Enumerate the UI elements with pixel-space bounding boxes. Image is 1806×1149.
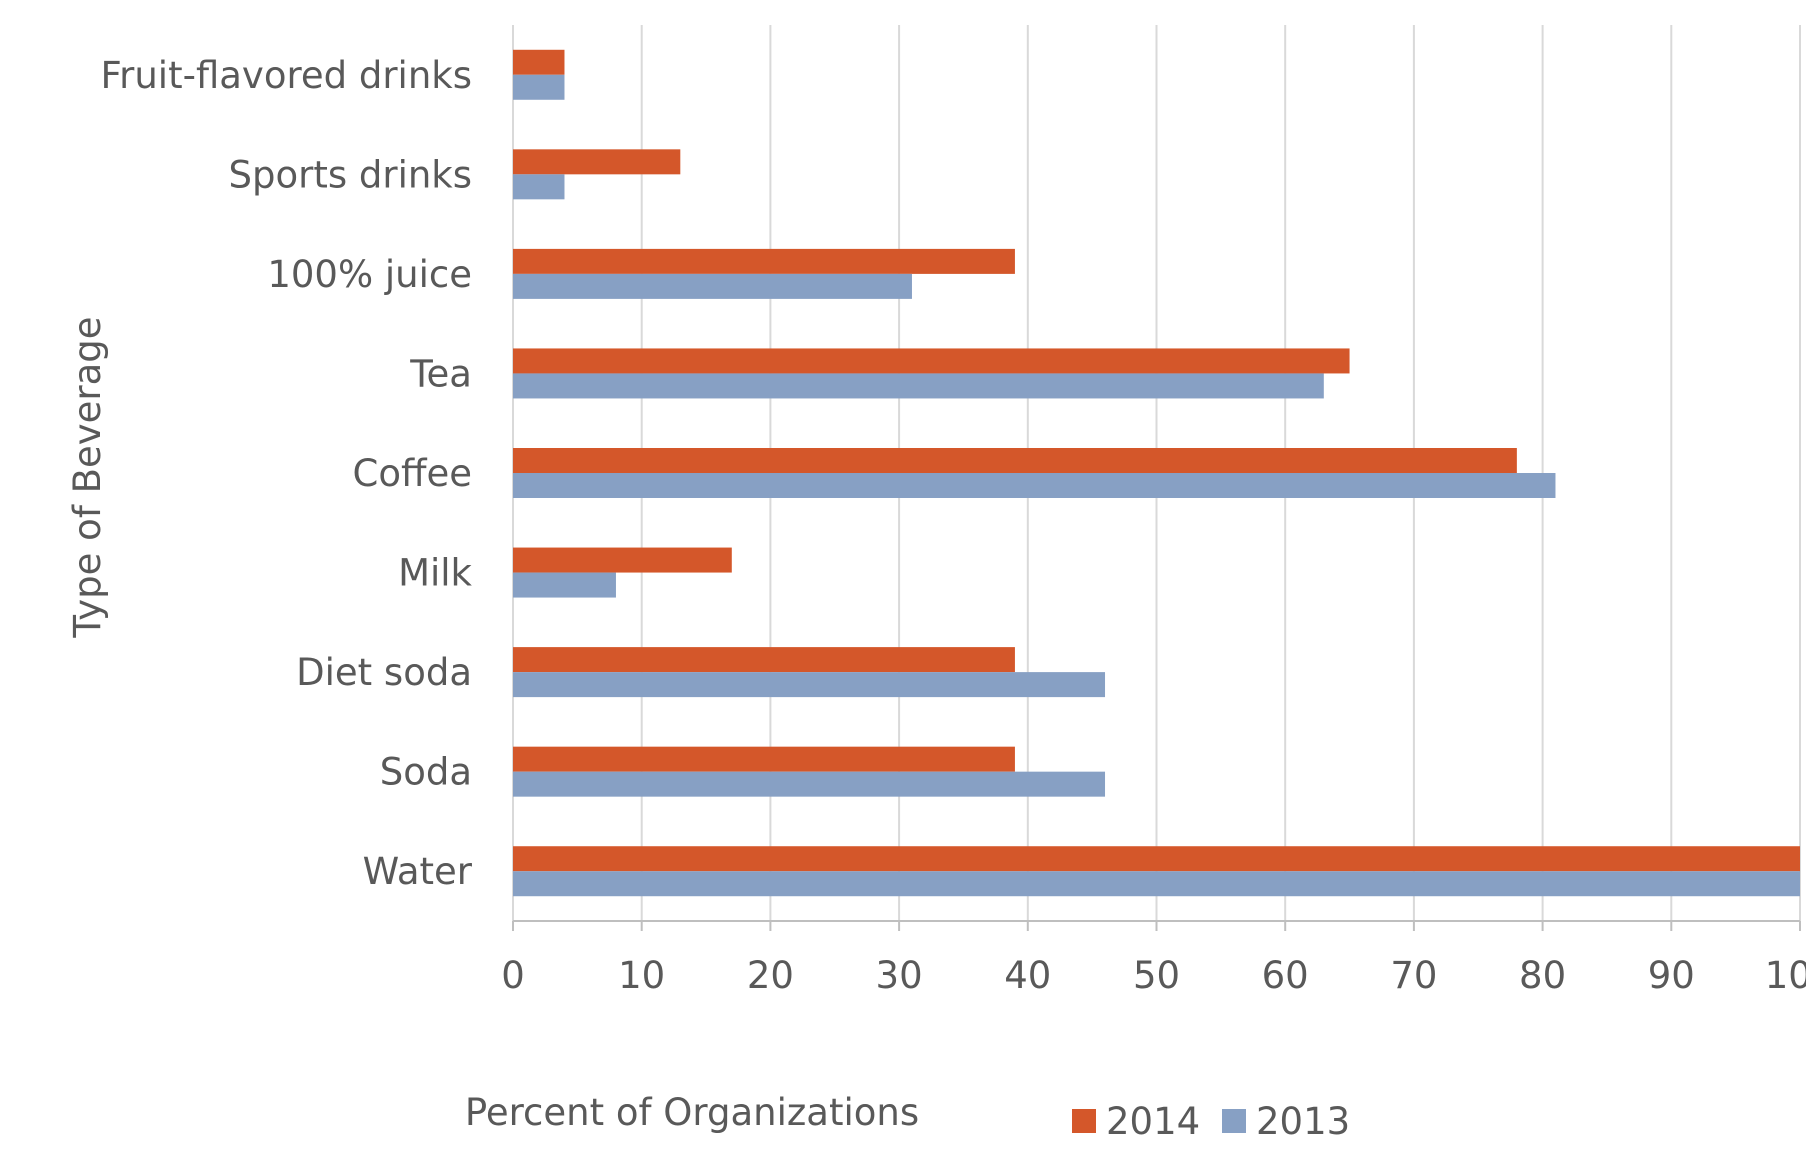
category-label: Milk (398, 552, 472, 595)
bar-2013 (513, 273, 912, 299)
axes (512, 920, 1801, 931)
category-label: Coffee (353, 452, 473, 495)
x-tick-label: 100 (1765, 954, 1806, 997)
bar-2014 (513, 846, 1800, 872)
category-label: Sports drinks (229, 153, 473, 196)
x-tick-label: 70 (1390, 954, 1437, 997)
bar-2014 (513, 448, 1517, 473)
x-tick-label: 30 (876, 954, 923, 997)
x-tick-label: 80 (1519, 954, 1566, 997)
category-labels: Water Soda Diet soda Milk Coffee Tea 100% juic… (101, 54, 473, 893)
bar-2013 (513, 771, 1106, 797)
x-tick-label: 0 (501, 954, 525, 997)
bar-2013 (513, 473, 1556, 498)
bar-2014 (513, 348, 1350, 374)
x-tick-labels: 0 10 20 30 40 50 60 70 80 90 100 (501, 954, 1806, 997)
category-label: Water (363, 850, 473, 893)
x-tick-label: 60 (1262, 954, 1309, 997)
bar-2014 (513, 49, 565, 75)
x-tick-label: 10 (618, 954, 665, 997)
bar-2013 (513, 373, 1324, 399)
x-tick-label: 90 (1648, 954, 1695, 997)
bar-2013 (513, 572, 616, 598)
bar-2013 (513, 74, 565, 100)
legend-swatch-2014 (1072, 1109, 1096, 1133)
legend-label-2014: 2014 (1106, 1100, 1200, 1143)
x-tick-label: 40 (1004, 954, 1051, 997)
x-tick-label: 20 (747, 954, 794, 997)
x-axis-title: Percent of Organizations (465, 1091, 919, 1134)
bar-2013 (513, 672, 1106, 698)
bar-2014 (513, 149, 681, 175)
category-label: Soda (380, 751, 472, 794)
category-label: Fruit-flavored drinks (101, 54, 472, 97)
category-label: Diet soda (296, 651, 472, 694)
x-tick-label: 50 (1133, 954, 1180, 997)
category-label: Tea (409, 352, 472, 395)
legend-label-2013: 2013 (1256, 1100, 1350, 1143)
legend-swatch-2013 (1222, 1109, 1246, 1133)
bar-2013 (513, 871, 1800, 897)
y-axis-title: Type of Beverage (66, 316, 109, 638)
bars (513, 49, 1800, 897)
bar-2014 (513, 647, 1015, 673)
bar-2014 (513, 746, 1015, 772)
legend: 2014 2013 (1072, 1100, 1350, 1143)
bar-2014 (513, 547, 732, 573)
category-label: 100% juice (267, 253, 472, 296)
bar-2013 (513, 174, 565, 200)
bar-2014 (513, 248, 1015, 274)
